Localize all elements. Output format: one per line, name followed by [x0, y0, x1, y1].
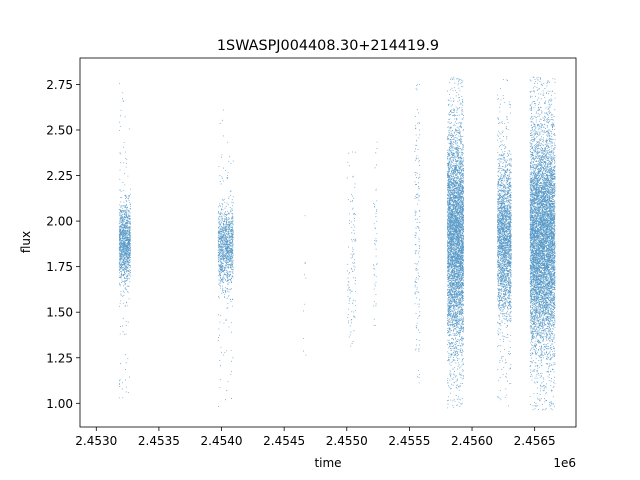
x-tick-label: 2.4560 — [451, 434, 493, 448]
y-tick-label: 1.00 — [46, 397, 73, 411]
x-axis-title: time — [314, 456, 341, 470]
y-tick-label: 1.75 — [46, 260, 73, 274]
y-tick-label: 1.25 — [46, 351, 73, 365]
season-4-points — [346, 151, 357, 347]
season-5-markers — [373, 141, 378, 326]
season-7-points — [447, 76, 465, 409]
data-points — [118, 76, 556, 411]
x-tick-label: 2.4555 — [388, 434, 430, 448]
season-1-points — [118, 83, 131, 399]
y-axis-ticks: 1.00 1.25 1.50 1.75 2.00 2.25 2.50 2.75 — [46, 78, 80, 411]
season-2-markers — [217, 109, 234, 407]
x-tick-label: 2.4530 — [75, 434, 117, 448]
x-tick-label: 2.4550 — [326, 434, 368, 448]
season-2-points — [217, 109, 234, 407]
season-7-markers — [447, 76, 465, 409]
x-tick-label: 2.4545 — [263, 434, 305, 448]
chart-title: 1SWASPJ004408.30+214419.9 — [217, 38, 439, 54]
season-4-markers — [346, 151, 357, 347]
y-tick-label: 2.00 — [46, 215, 73, 229]
y-axis-title: flux — [19, 231, 33, 253]
x-tick-label: 2.4535 — [138, 434, 180, 448]
y-tick-label: 1.50 — [46, 306, 73, 320]
plot-frame — [79, 57, 577, 428]
season-6-markers — [414, 83, 421, 384]
season-8-points — [497, 79, 512, 407]
season-9-points — [529, 76, 556, 411]
y-tick-label: 2.25 — [46, 169, 73, 183]
season-3-markers — [302, 215, 307, 356]
season-3-points — [302, 215, 307, 356]
season-5-points — [373, 141, 378, 326]
season-9-markers — [529, 76, 556, 411]
y-tick-label: 2.50 — [46, 123, 73, 137]
x-axis-ticks: 2.4530 2.4535 2.4540 2.4545 2.4550 2.4555 2.45… — [75, 427, 556, 448]
x-axis-offset-label: 1e6 — [553, 456, 576, 470]
season-1-markers — [118, 83, 131, 399]
x-tick-label: 2.4565 — [514, 434, 556, 448]
x-tick-label: 2.4540 — [201, 434, 243, 448]
season-6-points — [414, 83, 421, 384]
season-8-markers — [497, 79, 512, 407]
y-tick-label: 2.75 — [46, 78, 73, 92]
